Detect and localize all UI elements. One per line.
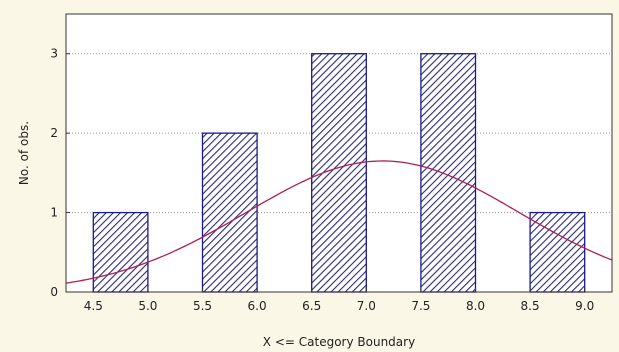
y-tick-label: 1	[50, 206, 58, 220]
bars	[92, 53, 586, 293]
x-tick-label: 7.0	[357, 299, 376, 313]
x-axis-ticks: 4.5 5.0 5.5 6.0 6.5 7.0 7.5 8.0 8.5 9.0	[84, 288, 594, 313]
y-tick-label: 0	[50, 285, 58, 299]
histogram-bar	[311, 53, 367, 293]
x-tick-label: 4.5	[84, 299, 103, 313]
y-axis-label: No. of obs.	[17, 121, 31, 185]
x-tick-label: 8.0	[466, 299, 485, 313]
x-axis-label: X <= Category Boundary	[263, 335, 415, 349]
x-tick-label: 9.0	[575, 299, 594, 313]
y-axis-ticks: 0 1 2 3	[50, 47, 70, 299]
y-tick-label: 2	[50, 126, 58, 140]
histogram-bar	[201, 132, 258, 293]
x-tick-label: 6.5	[302, 299, 321, 313]
x-tick-label: 7.5	[411, 299, 430, 313]
plot-frame	[65, 13, 613, 293]
x-tick-label: 8.5	[521, 299, 540, 313]
histogram-bar	[420, 53, 477, 293]
histogram-bar	[529, 211, 586, 293]
x-tick-label: 6.0	[248, 299, 267, 313]
fitted-normal-curve	[65, 160, 613, 284]
x-tick-label: 5.5	[193, 299, 212, 313]
histogram-bar	[92, 211, 149, 293]
x-tick-label: 5.0	[138, 299, 157, 313]
y-tick-label: 3	[50, 47, 58, 61]
